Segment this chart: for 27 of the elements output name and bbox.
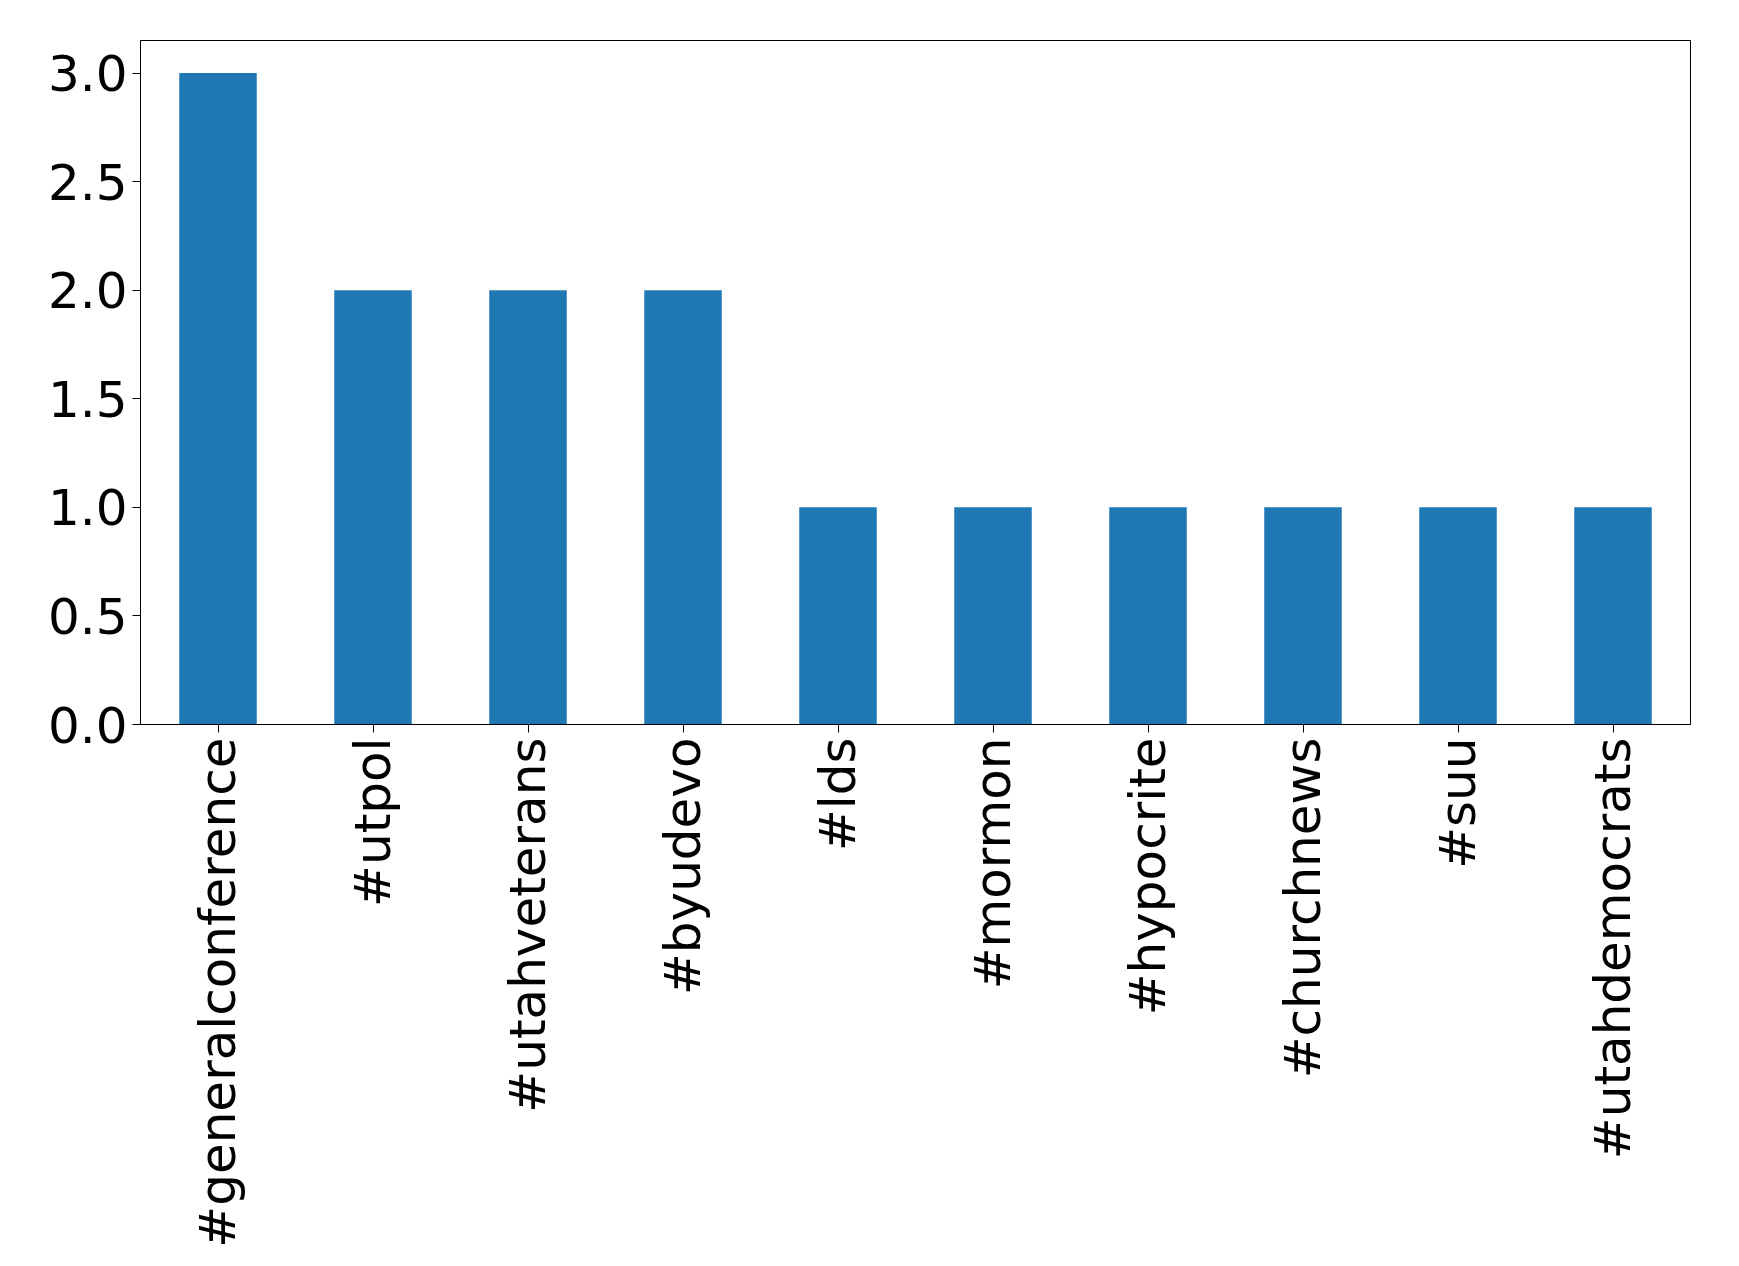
y-tick-label: 3.0 (47, 45, 128, 104)
x-tick-label: #byudevo (654, 737, 712, 996)
y-tick-label: 0.0 (47, 696, 128, 755)
bar (489, 290, 567, 725)
bar (179, 73, 257, 725)
x-tick-label: #generalconference (189, 737, 247, 1248)
x-tick-label: #mormon (964, 737, 1022, 990)
bar (954, 507, 1032, 725)
x-tick-label: #utpol (344, 737, 402, 907)
x-tick-label: #utahveterans (499, 737, 557, 1113)
x-tick-label: #churchnews (1274, 737, 1332, 1079)
x-tick-label: #utahdemocrats (1584, 737, 1642, 1160)
x-tick-label: #lds (809, 737, 867, 852)
y-tick-label: 1.5 (47, 370, 128, 429)
bar (644, 290, 722, 725)
bar (1264, 507, 1342, 725)
x-tick-label: #hypocrite (1119, 737, 1177, 1016)
bar (334, 290, 412, 725)
bar (1419, 507, 1497, 725)
bar (1574, 507, 1652, 725)
bar (1109, 507, 1187, 725)
y-tick-label: 1.0 (47, 479, 128, 538)
y-tick-label: 2.5 (47, 153, 128, 212)
y-tick-label: 2.0 (47, 262, 128, 321)
x-tick-label: #suu (1429, 737, 1487, 869)
y-tick-label: 0.5 (47, 587, 128, 646)
bar (799, 507, 877, 725)
